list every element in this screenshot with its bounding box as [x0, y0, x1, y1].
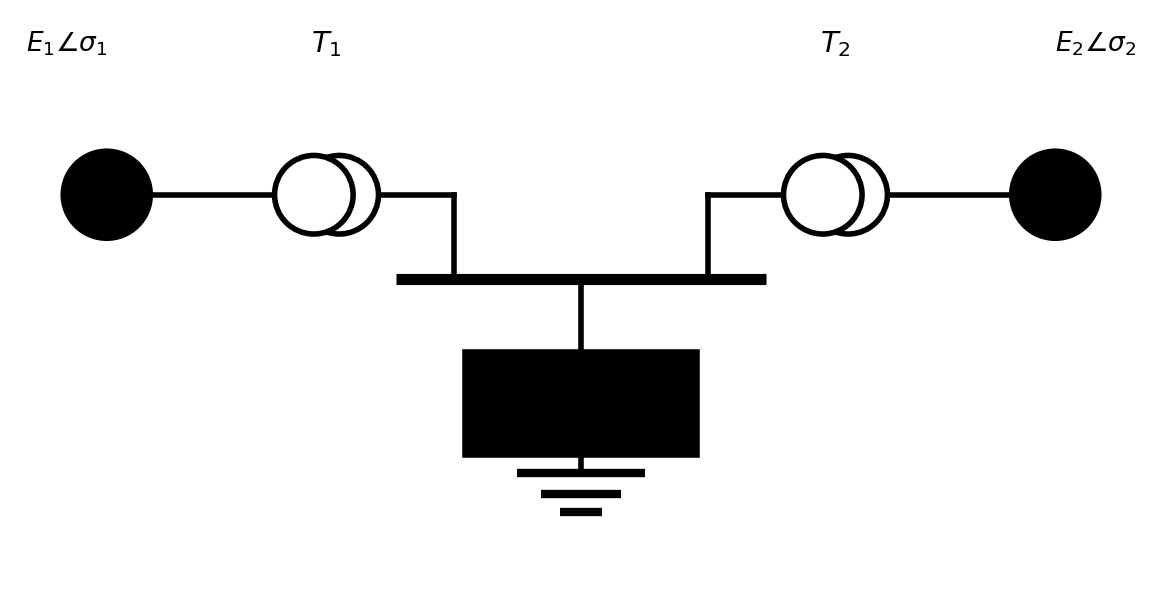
Bar — [465, 352, 697, 455]
Text: $E_1\angle\sigma_1$: $E_1\angle\sigma_1$ — [26, 29, 107, 58]
Circle shape — [809, 155, 888, 234]
Circle shape — [1012, 151, 1099, 238]
Circle shape — [274, 155, 353, 234]
Text: $T_2$: $T_2$ — [820, 29, 851, 59]
Circle shape — [63, 151, 150, 238]
Circle shape — [300, 155, 379, 234]
Text: $T_1$: $T_1$ — [311, 29, 342, 59]
Text: $E_2\angle\sigma_2$: $E_2\angle\sigma_2$ — [1055, 29, 1136, 58]
Circle shape — [783, 155, 862, 234]
